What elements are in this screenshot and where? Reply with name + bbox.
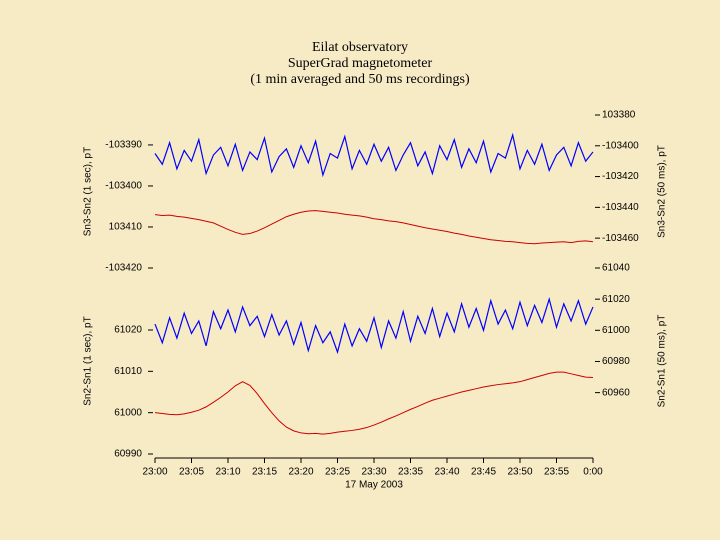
x-tick-label: 23:30 xyxy=(361,467,386,478)
y-tick-label: -103420 xyxy=(105,263,142,274)
y-axis-label: Sn3-Sn2 (1 sec), pT xyxy=(83,147,94,236)
series-line xyxy=(154,210,594,245)
x-tick-label: 23:20 xyxy=(288,467,313,478)
y-tick-label: 103410 xyxy=(109,222,143,233)
chart-title: (1 min averaged and 50 ms recordings) xyxy=(250,72,470,87)
x-tick-label: 23:00 xyxy=(142,467,167,478)
y2-tick-label: 60980 xyxy=(602,356,630,367)
x-tick-label: 23:05 xyxy=(179,467,204,478)
y2-tick-label: -103400 xyxy=(602,140,639,151)
y2-axis-label: Sn3-Sn2 (50 ms), pT xyxy=(657,145,668,238)
y-tick-label: 61000 xyxy=(114,407,142,418)
x-axis-label: 17 May 2003 xyxy=(345,480,403,491)
series-line xyxy=(154,296,594,355)
y-tick-label: 61010 xyxy=(114,366,142,377)
y-tick-label: -103390 xyxy=(105,140,142,151)
y2-axis-label: Sn2-Sn1 (50 ms), pT xyxy=(657,315,668,408)
y2-tick-label: -103420 xyxy=(602,171,639,182)
y-axis-label: Sn2-Sn1 (1 sec), pT xyxy=(83,316,94,405)
chart-title: Eilat observatory xyxy=(312,40,408,55)
x-tick-label: 23:25 xyxy=(325,467,350,478)
y2-tick-label: -103460 xyxy=(602,233,639,244)
y2-tick-label: -103440 xyxy=(602,202,639,213)
y2-tick-label: 61020 xyxy=(602,294,630,305)
x-tick-label: 23:45 xyxy=(471,467,496,478)
x-tick-label: 0:00 xyxy=(583,467,603,478)
y2-tick-label: 61000 xyxy=(602,325,630,336)
y2-tick-label: 61040 xyxy=(602,263,630,274)
y2-tick-label: 60960 xyxy=(602,387,630,398)
chart-title: SuperGrad magnetometer xyxy=(288,56,433,71)
x-tick-label: 23:55 xyxy=(544,467,569,478)
x-tick-label: 23:10 xyxy=(215,467,240,478)
x-tick-label: 23:35 xyxy=(398,467,423,478)
y-tick-label: 60990 xyxy=(114,449,142,460)
series-line xyxy=(154,132,594,178)
y2-tick-label: 103380 xyxy=(602,110,636,121)
y-tick-label: -103400 xyxy=(105,181,142,192)
y-tick-label: 61020 xyxy=(114,325,142,336)
x-tick-label: 23:50 xyxy=(507,467,532,478)
series-line xyxy=(154,371,594,435)
x-tick-label: 23:40 xyxy=(434,467,459,478)
x-tick-label: 23:15 xyxy=(252,467,277,478)
